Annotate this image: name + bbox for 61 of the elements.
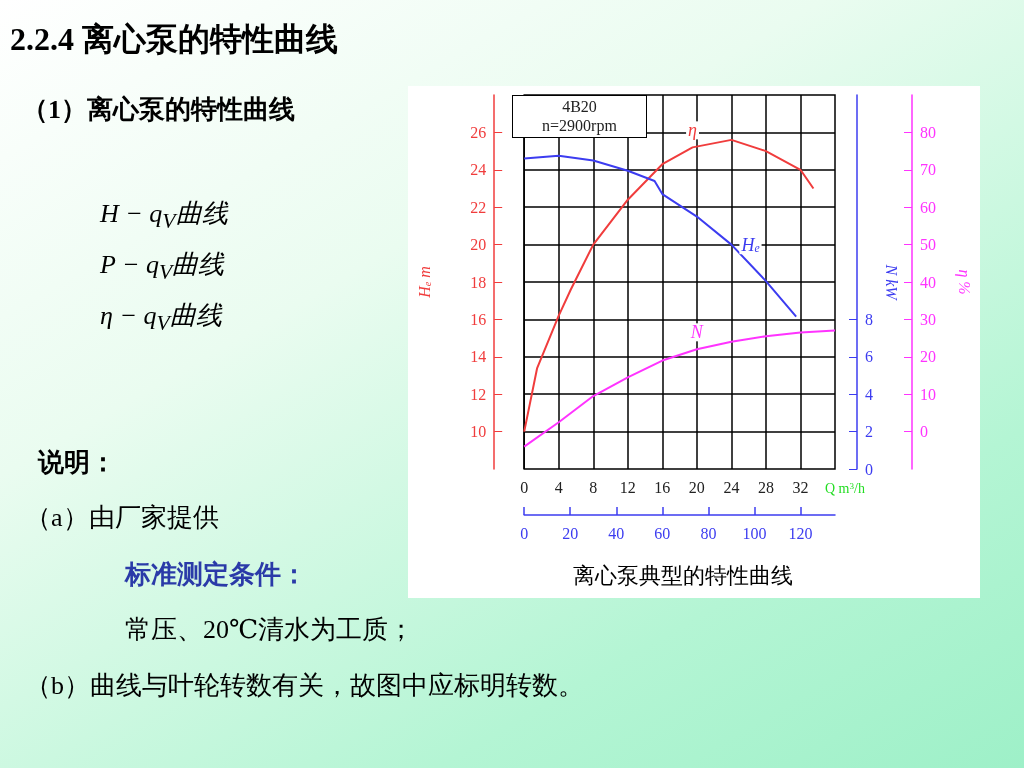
text: 2.2.4 离心泵的特性曲线 <box>10 20 338 59</box>
y3-tick-label: 40 <box>920 273 936 291</box>
line-series <box>523 154 798 318</box>
x2-tick-label: 0 <box>520 524 529 542</box>
y2-tick-label: 6 <box>865 348 873 366</box>
y3-tick-label: 50 <box>920 236 936 254</box>
series-label: N <box>689 322 704 343</box>
x2-tick-label: 80 <box>700 524 717 542</box>
y3-tick-label: 70 <box>920 161 936 179</box>
y-tick-label: 16 <box>470 310 487 328</box>
y3-axis-title: η % <box>954 269 973 295</box>
x2-tick-label: 40 <box>608 524 625 542</box>
x2-tick-label: 20 <box>562 524 579 542</box>
y3-tick-label: 30 <box>920 310 936 328</box>
y2-axis-title: N kW <box>883 263 901 302</box>
text: H − q$_{V}$曲线 <box>100 198 228 235</box>
y3-tick-label: 60 <box>920 198 936 216</box>
text: 常压、20℃清水为工质； <box>125 614 415 646</box>
y3-tick-label: 80 <box>920 123 936 141</box>
y3-tick-label: 20 <box>920 348 936 366</box>
y3-tick-label: 10 <box>920 385 936 403</box>
y2-tick-label: 8 <box>865 310 873 328</box>
y-tick-label: 20 <box>470 236 487 254</box>
y-tick-label: 22 <box>470 198 487 216</box>
x2-tick-label: 100 <box>742 524 767 542</box>
x2-tick-label: 120 <box>788 524 813 542</box>
y-axis-title: He m <box>415 266 433 299</box>
y-tick-label: 24 <box>470 161 487 179</box>
text: P − q$_{V}$曲线 <box>100 249 225 286</box>
y2-tick-label: 0 <box>865 460 873 478</box>
caption-box: 4B20 n=2900rpm <box>512 95 647 138</box>
y-tick-label: 26 <box>470 123 487 141</box>
y-tick-label: 12 <box>470 385 487 403</box>
text: 离心泵典型的特性曲线 <box>573 562 793 588</box>
y-tick-label: 18 <box>470 273 487 291</box>
x-tick-label: 12 <box>619 478 636 496</box>
series-label: He <box>740 234 760 255</box>
x-tick-label: 8 <box>589 478 598 496</box>
series-label: η <box>688 120 698 141</box>
text: η − q$_{V}$曲线 <box>100 300 222 337</box>
text: （a）由厂家提供 <box>25 502 219 534</box>
line-series <box>523 138 815 433</box>
annotation: 4B20 <box>561 97 598 116</box>
x-tick-label: 32 <box>792 478 809 496</box>
x-tick-label: 28 <box>757 478 774 496</box>
annotation: n=2900rpm <box>541 116 618 135</box>
x-tick-label: 16 <box>654 478 671 496</box>
text: 说明： <box>38 447 116 479</box>
y2-tick-label: 4 <box>865 385 873 403</box>
x-tick-label: 4 <box>554 478 563 496</box>
y-tick-label: 14 <box>470 348 487 366</box>
text: （b）曲线与叶轮转数有关，故图中应标明转数。 <box>25 670 584 702</box>
y-tick-label: 10 <box>470 423 487 441</box>
x-tick-label: 24 <box>723 478 740 496</box>
x2-tick-label: 60 <box>654 524 671 542</box>
y2-tick-label: 2 <box>865 423 873 441</box>
y3-tick-label: 0 <box>920 423 928 441</box>
x-tick-label: 20 <box>688 478 705 496</box>
x-tick-label: 0 <box>520 478 529 496</box>
text: 标准测定条件： <box>125 559 307 591</box>
text: （1）离心泵的特性曲线 <box>22 94 295 126</box>
